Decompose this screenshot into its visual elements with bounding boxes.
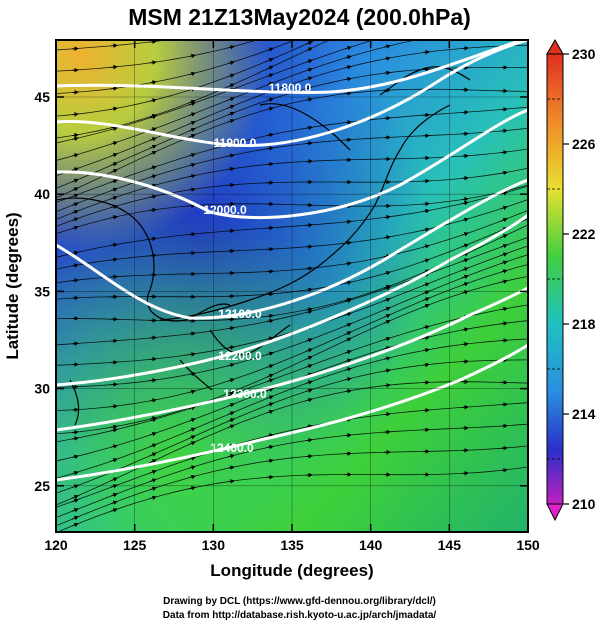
contour-label: 12300.0 (223, 387, 267, 401)
y-tick-label: 45 (34, 89, 50, 105)
colorbar: 230 226 222 218 214 210 (546, 38, 596, 522)
x-tick-label: 145 (438, 537, 462, 553)
y-tick-label: 35 (34, 283, 50, 299)
lat-lon-grid (56, 40, 528, 532)
x-tick-label: 120 (44, 537, 68, 553)
x-tick-label: 140 (359, 537, 383, 553)
y-axis-title: Latitude (degrees) (3, 212, 22, 359)
y-tick-label: 30 (34, 381, 50, 397)
colorbar-max-triangle (546, 38, 564, 55)
colorbar-label: 226 (572, 136, 596, 152)
colorbar-label: 222 (572, 226, 596, 242)
x-axis: 120 125 130 135 140 145 150 (44, 40, 540, 553)
contour-label: 11900.0 (214, 136, 257, 150)
x-tick-label: 135 (280, 537, 304, 553)
coastlines (56, 66, 471, 426)
x-tick-label: 150 (516, 537, 540, 553)
x-tick-label: 130 (202, 537, 226, 553)
map-title: MSM 21Z13May2024 (200.0hPa) (128, 4, 471, 30)
contour-label: 12100.0 (218, 307, 262, 321)
x-axis-title: Longitude (degrees) (210, 561, 373, 580)
credit-drawing: Drawing by DCL (https://www.gfd-dennou.o… (163, 596, 436, 607)
x-tick-label: 125 (123, 537, 147, 553)
contour-label: 12200.0 (218, 349, 262, 363)
contour-label: 12400.0 (210, 441, 254, 455)
colorbar-label: 230 (572, 46, 596, 62)
contour-label: 12000.0 (203, 203, 247, 217)
colorbar-label: 218 (572, 316, 596, 332)
wind-streamlines (56, 40, 528, 532)
y-tick-label: 40 (34, 186, 50, 202)
colorbar-min-triangle (546, 503, 564, 522)
colorbar-label: 210 (572, 496, 596, 512)
height-contours: 11800.0 11900.0 12000.0 12100.0 12200.0 12300… (56, 40, 528, 482)
credit-data: Data from http://database.rish.kyoto-u.a… (162, 610, 437, 621)
y-axis: 45 40 35 30 25 (34, 89, 528, 494)
contour-label: 11800.0 (269, 81, 312, 95)
colorbar-label: 214 (572, 406, 596, 422)
y-tick-label: 25 (34, 478, 50, 494)
